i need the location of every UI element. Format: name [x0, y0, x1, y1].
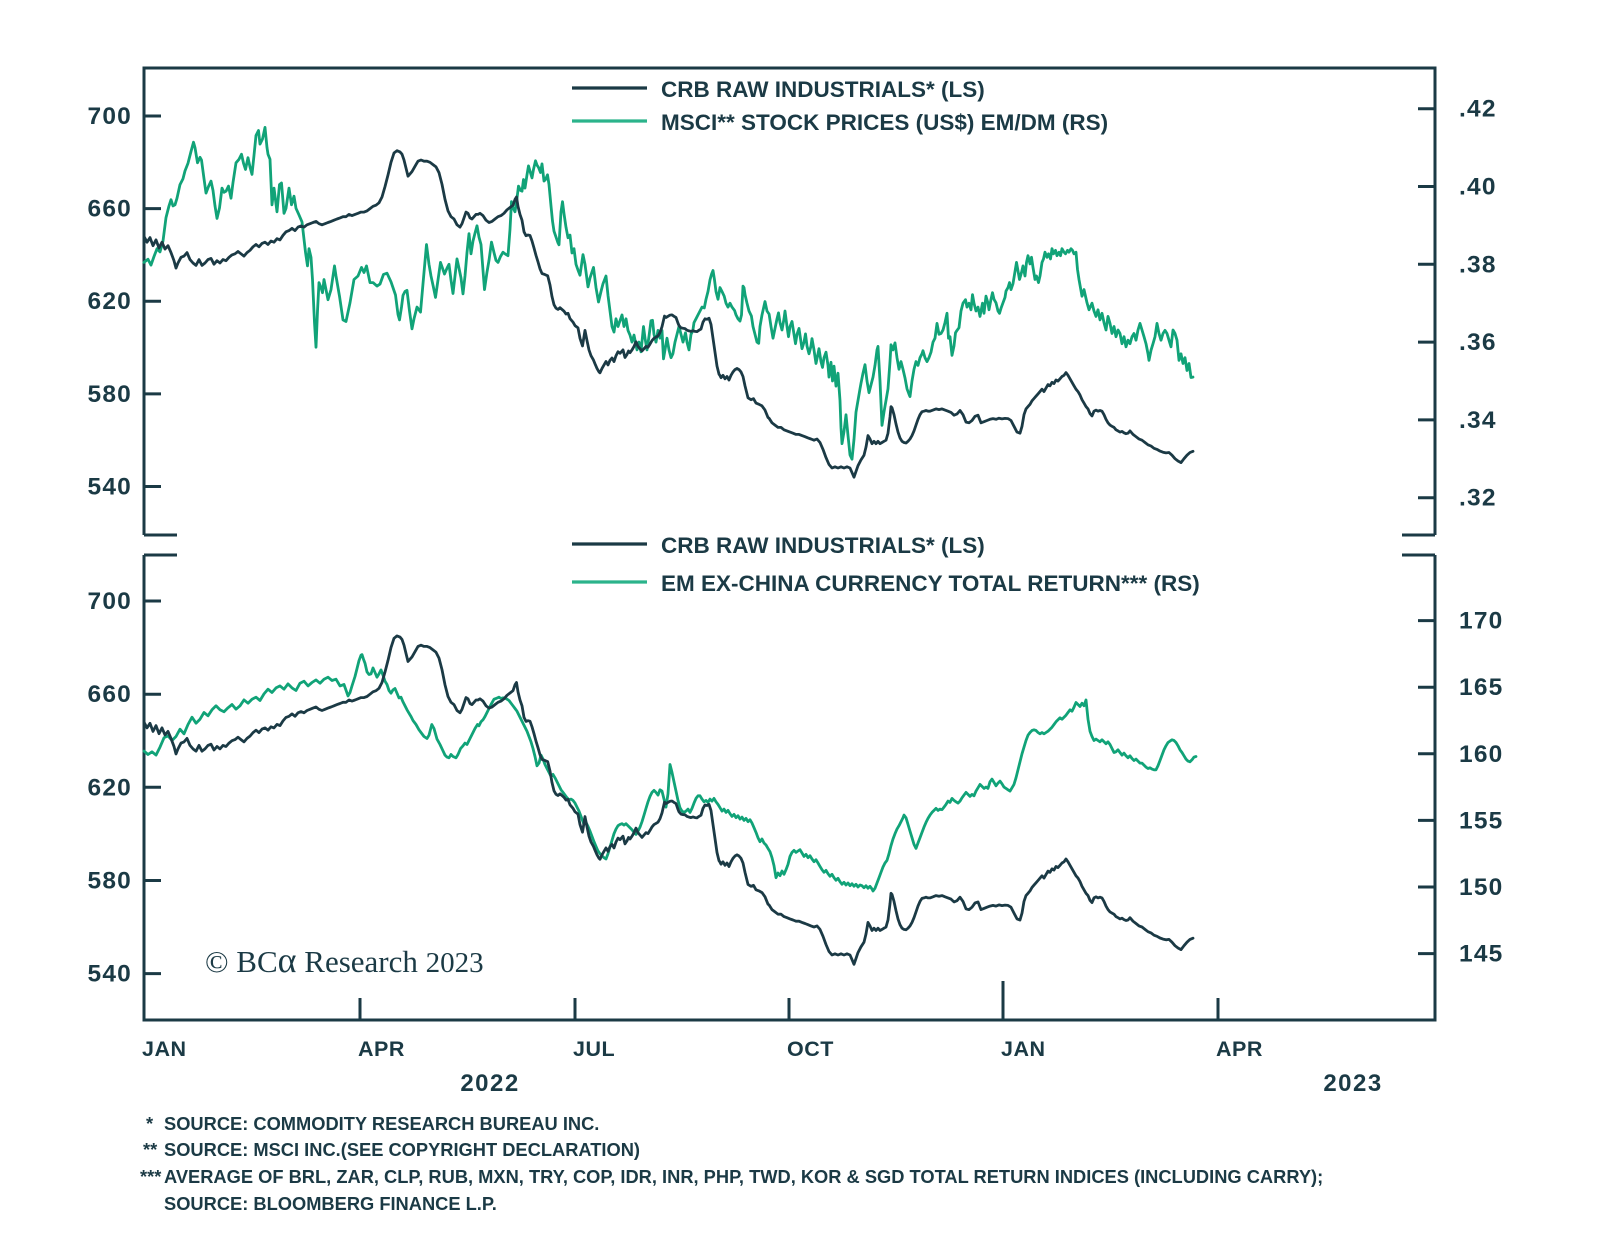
svg-text:**: ** [143, 1139, 158, 1160]
svg-text:.42: .42 [1459, 96, 1497, 123]
svg-text:540: 540 [88, 961, 132, 988]
svg-text:EM EX-CHINA CURRENCY TOTAL RET: EM EX-CHINA CURRENCY TOTAL RETURN*** (RS… [661, 571, 1200, 596]
svg-text:.36: .36 [1459, 329, 1497, 356]
svg-text:.38: .38 [1459, 251, 1497, 278]
svg-text:620: 620 [88, 774, 132, 801]
svg-text:165: 165 [1459, 674, 1503, 701]
svg-text:580: 580 [88, 381, 132, 408]
svg-text:2022: 2022 [460, 1070, 519, 1097]
svg-text:*: * [146, 1113, 154, 1134]
svg-text:***: *** [140, 1166, 162, 1187]
svg-text:170: 170 [1459, 608, 1503, 635]
svg-text:CRB RAW INDUSTRIALS* (LS): CRB RAW INDUSTRIALS* (LS) [661, 77, 985, 102]
svg-text:155: 155 [1459, 807, 1503, 834]
svg-text:2023: 2023 [1323, 1070, 1382, 1097]
svg-text:CRB RAW INDUSTRIALS* (LS): CRB RAW INDUSTRIALS* (LS) [661, 533, 985, 558]
svg-text:.32: .32 [1459, 485, 1497, 512]
svg-text:SOURCE: COMMODITY RESEARCH BUR: SOURCE: COMMODITY RESEARCH BUREAU INC. [164, 1113, 599, 1134]
svg-text:SOURCE: BLOOMBERG FINANCE L.P.: SOURCE: BLOOMBERG FINANCE L.P. [164, 1193, 497, 1214]
svg-text:JUL: JUL [573, 1037, 615, 1061]
svg-text:700: 700 [88, 588, 132, 615]
svg-text:JAN: JAN [142, 1037, 187, 1061]
svg-text:SOURCE: MSCI INC.(SEE COPYRIGH: SOURCE: MSCI INC.(SEE COPYRIGHT DECLARAT… [164, 1139, 640, 1160]
svg-text:MSCI** STOCK PRICES (US$) EM/D: MSCI** STOCK PRICES (US$) EM/DM (RS) [661, 110, 1108, 135]
svg-text:JAN: JAN [1001, 1037, 1046, 1061]
svg-text:.40: .40 [1459, 174, 1497, 201]
svg-text:APR: APR [358, 1037, 405, 1061]
svg-text:APR: APR [1216, 1037, 1263, 1061]
svg-text:660: 660 [88, 196, 132, 223]
svg-text:© BCα Research 2023: © BCα Research 2023 [205, 940, 484, 980]
svg-text:160: 160 [1459, 741, 1503, 768]
svg-text:620: 620 [88, 288, 132, 315]
svg-text:700: 700 [88, 103, 132, 130]
svg-text:660: 660 [88, 681, 132, 708]
svg-text:AVERAGE OF BRL, ZAR, CLP, RUB,: AVERAGE OF BRL, ZAR, CLP, RUB, MXN, TRY,… [164, 1166, 1323, 1187]
svg-text:580: 580 [88, 868, 132, 895]
svg-text:.34: .34 [1459, 407, 1497, 434]
svg-text:540: 540 [88, 474, 132, 501]
svg-text:OCT: OCT [787, 1037, 834, 1061]
svg-text:150: 150 [1459, 874, 1503, 901]
svg-text:145: 145 [1459, 941, 1503, 968]
